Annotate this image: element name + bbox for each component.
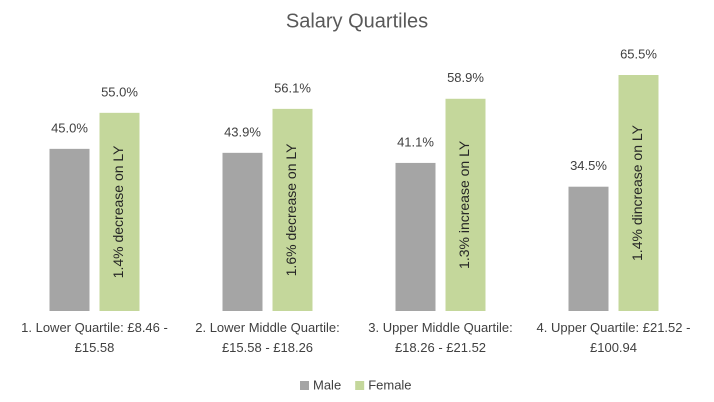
value-label: 56.1% — [274, 80, 311, 95]
x-tick-label: 2. Lower Middle Quartile: £15.58 - £18.2… — [195, 320, 340, 355]
legend-label: Female — [368, 377, 411, 392]
value-label: 45.0% — [51, 120, 88, 135]
value-label: 41.1% — [397, 134, 434, 149]
bar — [272, 108, 313, 311]
annotation: 1.3% increase on LY — [456, 140, 472, 269]
value-label: 58.9% — [447, 70, 484, 85]
value-label: 55.0% — [101, 84, 138, 99]
x-tick-label: 1. Lower Quartile: £8.46 - £15.58 — [21, 320, 168, 355]
legend-swatch — [355, 381, 365, 390]
x-tick-label: 3. Upper Middle Quartile: £18.26 - £21.5… — [368, 320, 513, 355]
bar — [99, 112, 140, 311]
bar — [445, 98, 486, 311]
bar — [222, 152, 263, 311]
bar — [618, 75, 659, 311]
bar — [395, 162, 436, 311]
annotation: 1.6% decrease on LY — [283, 143, 299, 276]
value-label: 65.5% — [620, 46, 657, 61]
bar — [49, 148, 90, 311]
legend-label: Male — [313, 377, 341, 392]
annotation: 1.4% dincrease on LY — [629, 124, 645, 261]
annotation: 1.4% decrease on LY — [110, 145, 126, 278]
x-tick-label: 4. Upper Quartile: £21.52 - £100.94 — [536, 320, 691, 355]
value-label: 43.9% — [224, 124, 261, 139]
legend-swatch — [300, 381, 309, 390]
value-label: 34.5% — [570, 158, 607, 173]
chart-title: Salary Quartiles — [286, 10, 428, 32]
bar — [568, 186, 609, 311]
